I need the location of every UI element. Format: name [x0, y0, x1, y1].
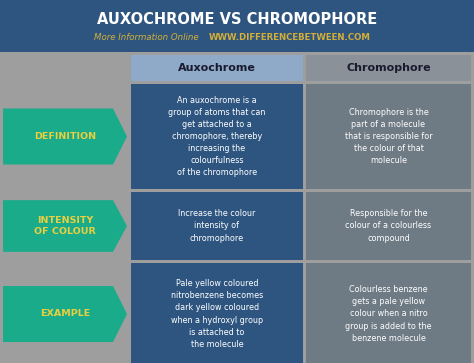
Bar: [131, 55, 303, 81]
Text: Chromophore: Chromophore: [346, 63, 431, 73]
Bar: [0, 0, 474, 52]
Text: AUXOCHROME VS CHROMOPHORE: AUXOCHROME VS CHROMOPHORE: [97, 12, 377, 28]
Bar: [131, 263, 303, 363]
Text: Auxochrome: Auxochrome: [178, 63, 256, 73]
Bar: [306, 84, 471, 189]
Bar: [306, 192, 471, 260]
Bar: [131, 84, 303, 189]
Text: Chromophore is the
part of a molecule
that is responsible for
the colour of that: Chromophore is the part of a molecule th…: [345, 108, 432, 165]
Text: Responsible for the
colour of a colourless
compound: Responsible for the colour of a colourle…: [346, 209, 431, 242]
Text: EXAMPLE: EXAMPLE: [40, 310, 90, 318]
Bar: [306, 55, 471, 81]
Text: More Information Online: More Information Online: [94, 33, 199, 42]
Text: INTENSITY
OF COLOUR: INTENSITY OF COLOUR: [34, 216, 96, 236]
Polygon shape: [3, 109, 127, 164]
Bar: [306, 263, 471, 363]
Text: Pale yellow coloured
nitrobenzene becomes
dark yellow coloured
when a hydroxyl g: Pale yellow coloured nitrobenzene become…: [171, 279, 263, 349]
Text: An auxochrome is a
group of atoms that can
get attached to a
chromophore, thereb: An auxochrome is a group of atoms that c…: [168, 95, 266, 178]
Text: DEFINITION: DEFINITION: [34, 132, 96, 141]
Text: Increase the colour
intensity of
chromophore: Increase the colour intensity of chromop…: [178, 209, 255, 242]
Text: WWW.DIFFERENCEBETWEEN.COM: WWW.DIFFERENCEBETWEEN.COM: [209, 33, 371, 42]
Bar: [131, 192, 303, 260]
Text: Colourless benzene
gets a pale yellow
colour when a nitro
group is added to the
: Colourless benzene gets a pale yellow co…: [345, 285, 432, 343]
Polygon shape: [3, 200, 127, 252]
Polygon shape: [3, 286, 127, 342]
